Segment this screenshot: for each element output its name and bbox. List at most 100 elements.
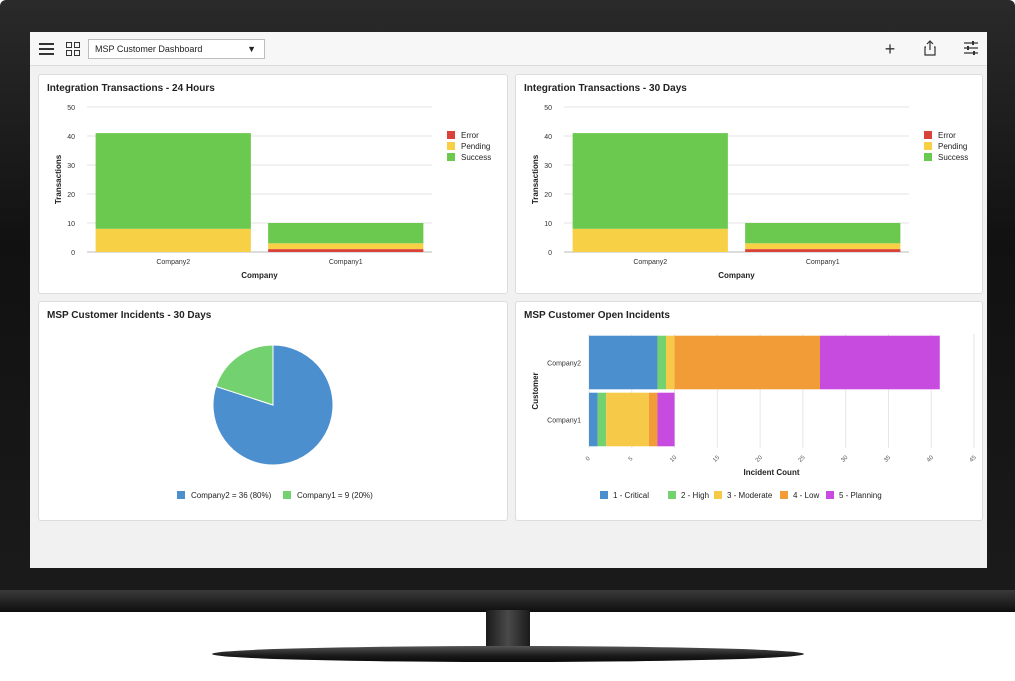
y-axis-label: Customer [531,372,540,409]
x-tick-label: Company1 [806,259,840,266]
y-tick-label: 20 [544,192,552,199]
panel-title: Integration Transactions - 24 Hours [47,83,215,94]
y-tick-label: 50 [67,105,75,112]
dashboard-select-value: MSP Customer Dashboard [95,44,203,54]
legend-label: Success [461,153,491,162]
monitor-stand-neck [486,610,530,652]
x-axis-label: Incident Count [744,468,800,477]
panel-title: MSP Customer Incidents - 30 Days [47,310,212,321]
monitor-chin [0,590,1015,612]
y-axis-label: Transactions [531,154,540,204]
legend-label: 4 - Low [793,491,819,500]
add-icon[interactable]: + [884,39,896,59]
y-axis-label: Transactions [54,154,63,204]
legend-swatch [924,142,932,150]
x-axis-label: Company [718,271,755,280]
panel-incidents-30d: MSP Customer Incidents - 30 Days Company… [38,301,508,521]
legend-swatch [447,153,455,161]
share-icon[interactable] [921,40,939,58]
x-tick-label: 0 [585,456,592,463]
legend-swatch [668,491,676,499]
bar-segment--low [674,335,820,390]
panel-open-incidents: MSP Customer Open Incidents 0 5 10 15 20 25 30… [515,301,983,521]
bar-segment-success [572,133,728,229]
legend-label: 5 - Planning [839,491,882,500]
menu-icon[interactable] [38,40,56,58]
x-axis-label: Company [241,271,278,280]
legend-swatch [826,491,834,499]
legend-swatch [924,153,932,161]
legend-label: Error [461,131,479,140]
x-tick-label: Company2 [633,259,667,266]
y-tick-label: Company2 [547,361,581,368]
x-tick-label: 35 [883,454,892,463]
bar-segment-pending [268,243,424,250]
bar-segment-pending [95,228,251,252]
legend-label: 3 - Moderate [727,491,773,500]
bar-segment--planning [657,392,675,447]
legend-label: Company1 = 9 (20%) [297,491,373,500]
bar-segment-pending [745,243,901,250]
x-tick-label: 45 [969,454,978,463]
bar-segment--high [657,335,666,390]
pie-slice [215,344,274,406]
bar-segment--critical [589,392,598,447]
bar-segment-success [268,223,424,244]
tx-30d-chart: 0 10 20 30 40 50 Company2 Company1 Company Transa… [531,105,968,280]
y-tick-label: 30 [544,163,552,170]
bar-segment-pending [572,228,728,252]
legend-label: 1 - Critical [613,491,649,500]
incidents-pie-chart: Company2 = 36 (80%) Company1 = 9 (20%) [177,344,373,500]
monitor-stand-base [212,646,804,662]
x-tick-label: 10 [669,454,678,463]
dashboard-screen: MSP Customer Dashboard ▼ + Integration T… [30,32,987,568]
panel-tx-30d: Integration Transactions - 30 Days 0 10 20… [515,74,983,294]
legend-label: Error [938,131,956,140]
y-tick-label: 0 [71,250,75,257]
legend-label: Success [938,153,968,162]
chevron-down-icon: ▼ [247,44,256,54]
x-tick-label: Company1 [329,259,363,266]
bar-segment-error [268,249,424,252]
bar-segment--moderate [666,335,675,390]
x-tick-label: 20 [755,454,764,463]
bar-segment-success [745,223,901,244]
x-tick-label: 30 [840,454,849,463]
legend-label: Company2 = 36 (80%) [191,491,272,500]
legend-swatch [447,131,455,139]
y-tick-label: 10 [67,221,75,228]
panel-title: Integration Transactions - 30 Days [524,83,687,94]
bar-segment-error [745,249,901,252]
panel-tx-24h: Integration Transactions - 24 Hours 0 10 2… [38,74,508,294]
x-tick-label: 25 [798,454,807,463]
y-tick-label: 30 [67,163,75,170]
legend-swatch [714,491,722,499]
y-tick-label: 10 [544,221,552,228]
legend-swatch [447,142,455,150]
legend-label: 2 - High [681,491,709,500]
legend-swatch [780,491,788,499]
dashboard-grid-icon[interactable] [64,40,82,58]
tx-24h-chart: 0 10 20 30 40 50 Company2 Company1 Company Transa… [54,105,491,280]
bar-segment-success [95,133,251,229]
legend-swatch [283,491,291,499]
open-incidents-chart: 0 5 10 15 20 25 30 35 40 45 Company2 Company1 Incide… [531,334,978,500]
bar-segment--high [597,392,607,447]
pie-slice [212,344,334,466]
x-tick-label: Company2 [156,259,190,266]
legend-swatch [600,491,608,499]
dashboard-select[interactable]: MSP Customer Dashboard ▼ [88,39,265,59]
panel-title: MSP Customer Open Incidents [524,310,670,321]
y-tick-label: Company1 [547,418,581,425]
bar-segment--low [648,392,658,447]
bar-segment--planning [820,335,940,390]
y-tick-label: 0 [548,250,552,257]
filter-settings-icon[interactable] [962,40,980,58]
y-tick-label: 40 [544,134,552,141]
x-tick-label: 40 [926,454,935,463]
y-tick-label: 20 [67,192,75,199]
legend-swatch [177,491,185,499]
y-tick-label: 40 [67,134,75,141]
bar-segment--moderate [606,392,649,447]
